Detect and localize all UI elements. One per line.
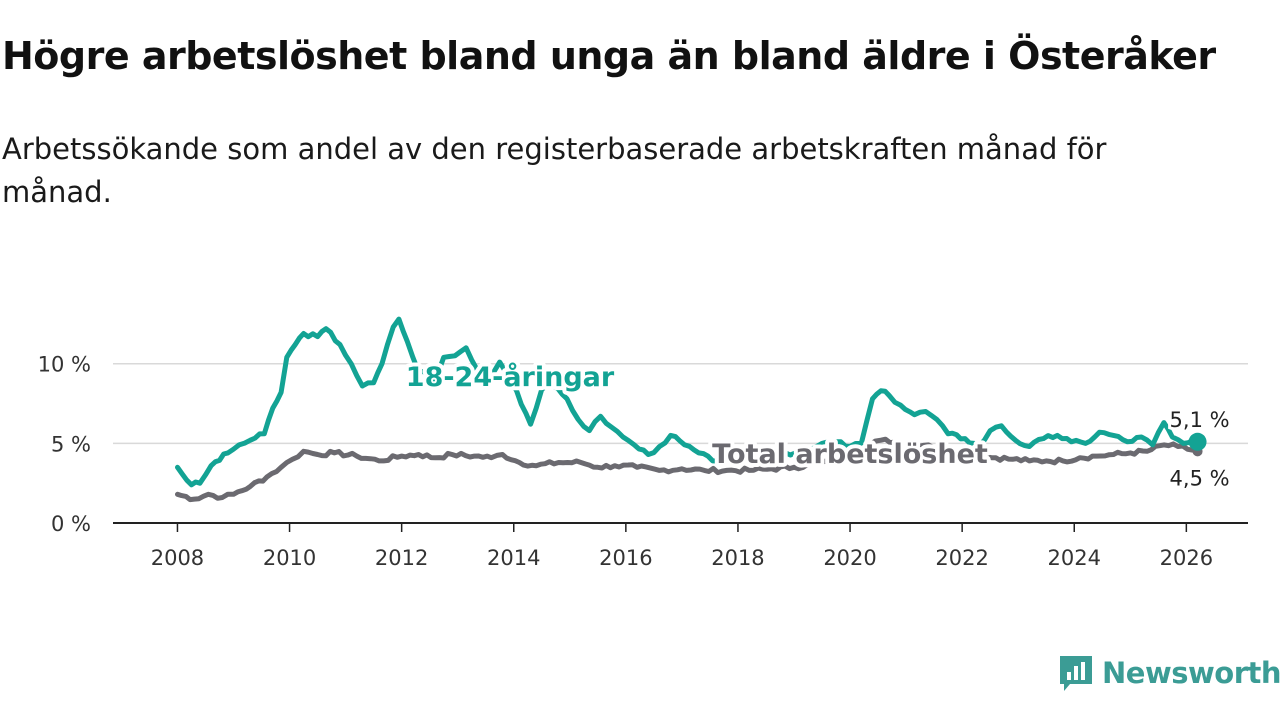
series-label-total: Total arbetslöshet xyxy=(712,439,988,470)
y-tick-label: 5 % xyxy=(51,432,91,456)
x-tick-label: 2022 xyxy=(935,546,988,570)
x-tick-label: 2024 xyxy=(1048,546,1101,570)
brand-logo: Newsworthy xyxy=(1058,654,1280,692)
x-tick-label: 2014 xyxy=(487,546,540,570)
x-tick-label: 2010 xyxy=(263,546,316,570)
chart-title: Högre arbetslöshet bland unga än bland ä… xyxy=(2,34,1216,78)
brand-name: Newsworthy xyxy=(1102,656,1280,690)
chart-subtitle: Arbetssökande som andel av den registerb… xyxy=(2,132,1107,209)
y-tick-label: 0 % xyxy=(51,512,91,536)
y-tick-label: 10 % xyxy=(38,353,91,377)
x-tick-label: 2018 xyxy=(711,546,764,570)
series-line-total xyxy=(175,436,1201,503)
endpoint-18-24 xyxy=(1188,432,1207,451)
x-tick-label: 2026 xyxy=(1160,546,1213,570)
series-label-18-24: 18-24-åringar xyxy=(406,361,615,393)
end-label-total: 4,5 % xyxy=(1170,466,1230,490)
end-label-18-24: 5,1 % xyxy=(1170,408,1230,432)
newsworthy-logo-icon xyxy=(1060,656,1092,691)
x-tick-label: 2008 xyxy=(151,546,204,570)
x-tick-label: 2020 xyxy=(823,546,876,570)
series-line-18-24 xyxy=(175,316,1201,488)
x-tick-label: 2012 xyxy=(375,546,428,570)
x-tick-label: 2016 xyxy=(599,546,652,570)
